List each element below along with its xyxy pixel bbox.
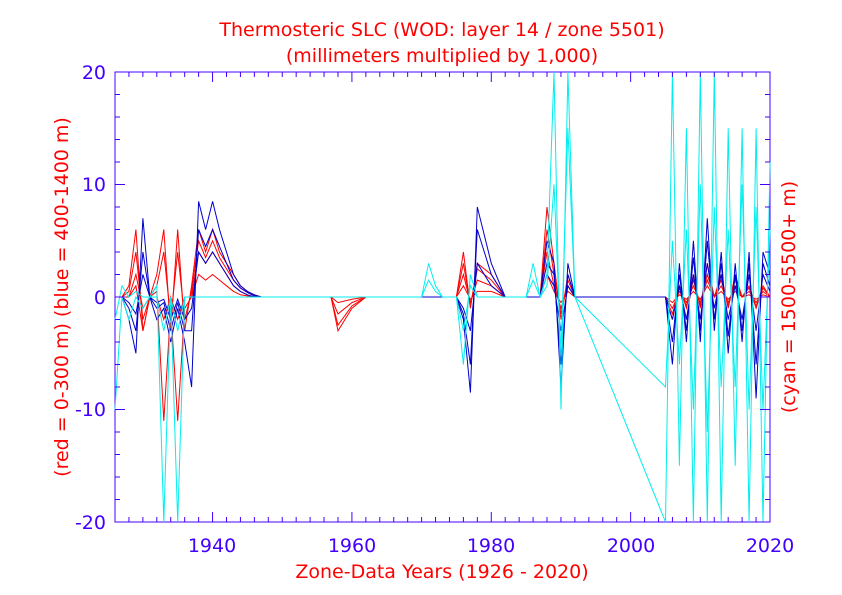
y-tick-label: -10 [75,399,106,421]
chart-subtitle: (millimeters multiplied by 1,000) [286,45,598,67]
red-series-line [115,273,771,331]
y-tick-label: 20 [82,62,106,84]
x-tick-label: 2020 [746,535,794,557]
plot-area [114,71,771,523]
x-tick-label: 1980 [467,535,515,557]
y-tick-label: 0 [94,287,106,309]
x-tick-label: 1940 [188,535,236,557]
series-layer [114,71,771,523]
x-axis-label: Zone-Data Years (1926 - 2020) [295,561,588,583]
chart-title: Thermosteric SLC (WOD: layer 14 / zone 5… [218,19,664,41]
y-tick-label: -20 [75,512,106,534]
y-tick-label: 10 [82,174,106,196]
x-tick-label: 2000 [607,535,655,557]
red-series-line [115,229,771,327]
cyan-series-line [114,128,771,433]
y-axis-label-left: (red = 0-300 m) (blue = 400-1400 m) [51,117,73,477]
x-tick-label: 1960 [328,535,376,557]
y-axis-label-right: (cyan = 1500-5500+ m) [778,181,800,413]
ticks-layer [114,71,771,523]
